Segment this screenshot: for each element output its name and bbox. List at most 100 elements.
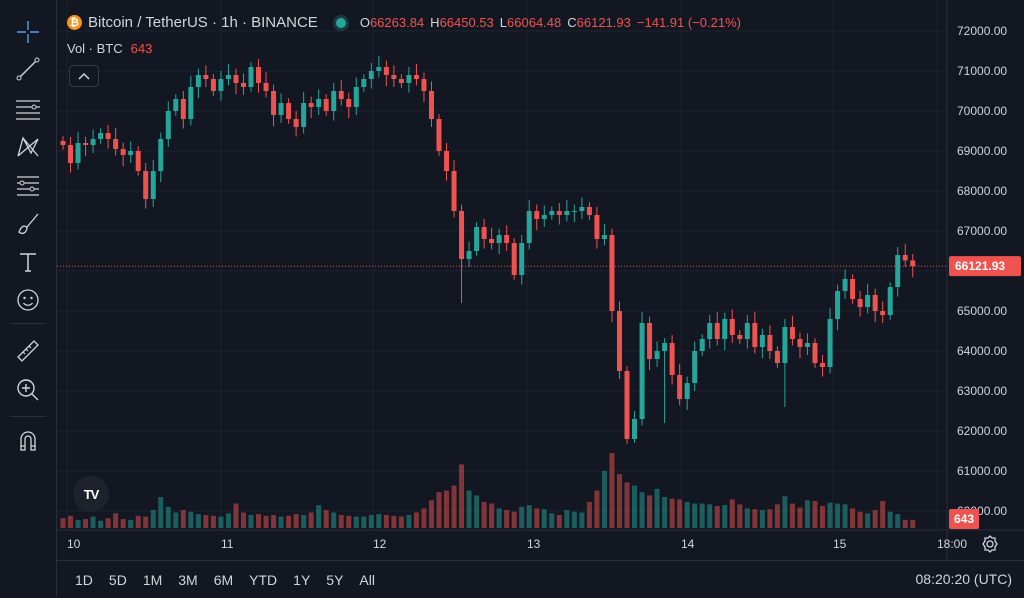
volume-bar (353, 516, 359, 528)
utc-clock[interactable]: 08:20:20 (UTC) (915, 571, 1012, 587)
volume-bar (639, 492, 645, 528)
candle-body (880, 311, 886, 315)
candle-body (90, 139, 96, 145)
volume-bar (444, 490, 450, 528)
range-all[interactable]: All (359, 571, 375, 588)
volume-bar (752, 509, 758, 528)
candle-body (835, 291, 841, 319)
trend-line-icon[interactable] (8, 52, 48, 86)
symbol-title[interactable]: Bitcoin / TetherUS · 1h · BINANCE (88, 14, 318, 31)
range-3m[interactable]: 3M (178, 571, 198, 588)
candle-body (383, 67, 389, 75)
candle-body (301, 103, 307, 127)
candle-body (812, 343, 818, 363)
volume-bar (308, 512, 314, 528)
candle-body (601, 235, 607, 239)
candle-body (842, 279, 848, 291)
candle-body (511, 243, 517, 275)
volume-bar (225, 513, 231, 528)
range-ytd[interactable]: YTD (249, 571, 278, 588)
volume-bar (248, 514, 254, 528)
volume-bar (180, 510, 186, 528)
volume-bar (616, 474, 622, 528)
candle-body (804, 343, 810, 347)
candle-body (195, 75, 201, 87)
volume-bar (707, 504, 713, 528)
volume-bar (278, 516, 284, 528)
horizontal-lines-icon[interactable] (8, 92, 48, 126)
volume-bar (669, 498, 675, 528)
range-5y[interactable]: 5Y (326, 571, 344, 588)
zoom-in-icon[interactable] (8, 373, 48, 407)
magnet-icon[interactable] (8, 424, 48, 458)
volume-bar (880, 501, 886, 528)
chart-area[interactable]: 72000.00 71000.00 70000.00 69000.00 68000.00… (57, 0, 1024, 597)
volume-bar (128, 519, 134, 528)
volume-value: 643 (130, 41, 153, 56)
range-6m[interactable]: 6M (213, 571, 234, 588)
pattern-icon[interactable] (8, 130, 48, 164)
volume-bar (647, 495, 653, 528)
crosshair-icon[interactable] (8, 15, 48, 49)
ruler-icon[interactable] (8, 334, 48, 368)
volume-bar (496, 508, 502, 528)
tradingview-logo[interactable]: TV (73, 476, 109, 512)
collapse-legend-button[interactable] (69, 65, 99, 87)
volume-bar (459, 464, 465, 528)
volume-bar (376, 514, 382, 528)
candle-body (752, 323, 758, 347)
volume-bar (722, 505, 728, 528)
volume-bar (489, 503, 495, 528)
brush-icon[interactable] (8, 207, 48, 241)
volume-bar (887, 511, 893, 528)
volume-bar (158, 497, 164, 528)
volume-bar (744, 508, 750, 528)
emoji-icon[interactable] (8, 283, 48, 317)
volume-bar (872, 510, 878, 528)
volume-bar (654, 488, 660, 528)
candle-body (549, 211, 555, 215)
volume-bar (579, 512, 585, 528)
volume-bar (210, 515, 216, 528)
volume-bar (782, 496, 788, 528)
symbol-legend: ₿ Bitcoin / TetherUS · 1h · BINANCE O662… (67, 14, 747, 31)
candle-body (225, 75, 231, 79)
candle-body (331, 91, 337, 111)
range-1y[interactable]: 1Y (293, 571, 311, 588)
volume-bar (601, 470, 607, 528)
candle-body (398, 79, 404, 83)
candle-body (774, 351, 780, 363)
last-price-label: 66121.93 (955, 259, 1005, 273)
text-icon[interactable] (8, 245, 48, 279)
volume-bar (519, 506, 525, 528)
range-1d[interactable]: 1D (75, 571, 93, 588)
candle-body (263, 83, 269, 91)
volume-bar (150, 510, 156, 528)
range-1m[interactable]: 1M (142, 571, 163, 588)
candle-body (128, 151, 134, 155)
volume-bar (684, 501, 690, 528)
candle-body (865, 295, 871, 307)
volume-bar (338, 514, 344, 528)
volume-bar (549, 513, 555, 528)
volume-bar (135, 515, 141, 528)
y-tick-label: 69000.00 (957, 144, 1007, 158)
volume-bar (541, 509, 547, 528)
volume-bar (556, 514, 562, 528)
range-5d[interactable]: 5D (108, 571, 127, 588)
x-tick-label: 15 (833, 537, 847, 551)
fib-icon[interactable] (8, 168, 48, 202)
gear-icon[interactable] (980, 534, 1000, 554)
candle-body (83, 143, 89, 145)
volume-bar (511, 511, 517, 528)
candle-body (278, 103, 284, 115)
volume-label: Vol · BTC (67, 41, 123, 56)
candle-body (173, 99, 179, 111)
candle-body (662, 343, 668, 351)
volume-bar (865, 513, 871, 528)
candle-body (98, 133, 104, 139)
volume-bar (812, 501, 818, 528)
volume-bar (910, 519, 916, 528)
price-chart[interactable]: 72000.00 71000.00 70000.00 69000.00 68000.00… (57, 0, 1024, 560)
candle-body (293, 119, 299, 127)
